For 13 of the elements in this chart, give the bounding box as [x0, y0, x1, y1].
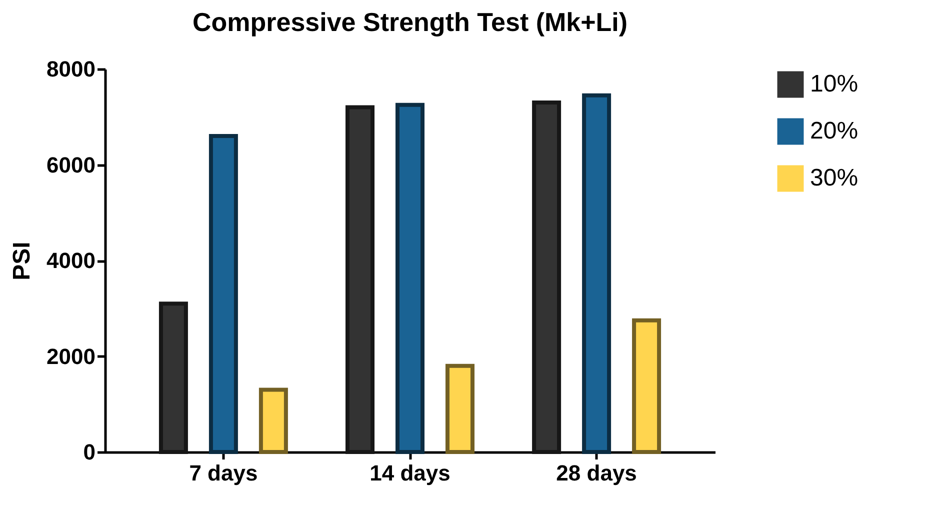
chart-title: Compressive Strength Test (Mk+Li) — [192, 7, 628, 37]
y-tick-label: 8000 — [46, 56, 96, 82]
y-tick-label: 2000 — [46, 344, 96, 369]
y-tick-label: 0 — [83, 440, 96, 464]
legend-label: 20% — [810, 118, 858, 144]
y-tick-label: 4000 — [46, 248, 96, 273]
x-tick-label: 14 days — [370, 460, 450, 486]
y-tick-label: 6000 — [46, 152, 96, 178]
x-tick-label: 7 days — [189, 460, 258, 486]
y-axis-title: PSI — [8, 242, 36, 280]
legend-label: 10% — [810, 70, 858, 98]
x-tick-label: 28 days — [556, 460, 637, 486]
legend-label: 30% — [810, 164, 858, 192]
